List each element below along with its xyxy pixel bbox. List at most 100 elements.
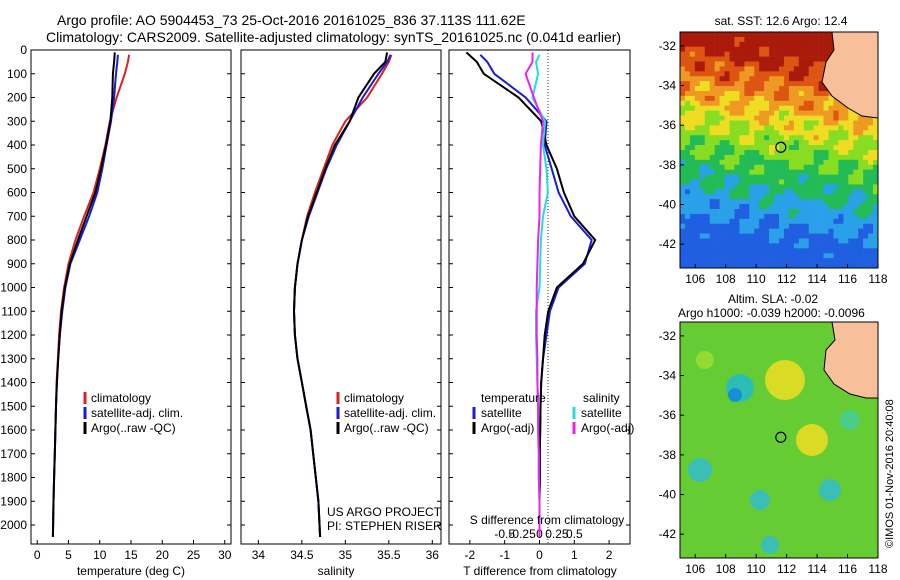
- sst-cell: [774, 204, 780, 210]
- sst-cell: [818, 243, 824, 249]
- sst-cell: [729, 100, 735, 107]
- sst-cell: [868, 263, 874, 268]
- sst-cell: [808, 243, 814, 249]
- sst-cell: [764, 46, 770, 52]
- sst-cell: [793, 120, 800, 126]
- sst-cell: [734, 115, 740, 121]
- sst-cell: [823, 32, 829, 38]
- sst-cell: [749, 223, 755, 229]
- sst-cell: [793, 253, 800, 259]
- sst-cell: [729, 169, 735, 175]
- sst-cell: [793, 184, 800, 190]
- sst-cell: [868, 154, 874, 161]
- sst-cell: [734, 71, 740, 77]
- sst-cell: [769, 159, 775, 166]
- sst-cell: [848, 145, 854, 151]
- sst-cell: [684, 204, 691, 210]
- sst-cell: [813, 76, 819, 82]
- sst-cell: [818, 145, 824, 151]
- sst-cell: [759, 150, 765, 156]
- sst-cell: [848, 179, 854, 185]
- sst-cell: [808, 61, 814, 67]
- x-tick-label: 1: [571, 548, 578, 562]
- sst-cell: [724, 71, 730, 77]
- sst-cell: [793, 100, 800, 107]
- sst-cell: [783, 199, 790, 205]
- sst-cell: [868, 218, 874, 225]
- sst-cell: [729, 51, 735, 57]
- sst-cell: [779, 258, 785, 264]
- sst-cell: [823, 91, 829, 97]
- sst-cell: [798, 223, 805, 229]
- sst-cell: [813, 154, 819, 161]
- sst-cell: [858, 223, 864, 229]
- sst-cell: [769, 140, 775, 146]
- sst-cell: [788, 76, 795, 82]
- sst-cell: [744, 56, 750, 62]
- sst-cell: [863, 223, 869, 229]
- sst-cell: [709, 100, 715, 107]
- temperature-legend: climatology satellite-adj. clim. Argo(..…: [83, 391, 183, 435]
- sst-cell: [729, 199, 735, 205]
- sst-cell: [714, 145, 720, 151]
- sst-cell: [823, 253, 829, 259]
- sst-cell: [783, 66, 790, 72]
- sst-cell: [739, 228, 745, 234]
- sst-cell: [798, 95, 805, 102]
- sst-cell: [788, 228, 795, 234]
- sst-cell: [744, 228, 750, 234]
- sst-cell: [709, 248, 715, 254]
- sst-cell: [699, 36, 706, 43]
- sst-cell: [788, 154, 795, 161]
- sst-cell: [699, 228, 706, 234]
- sst-cell: [774, 140, 780, 146]
- sst-cell: [808, 36, 814, 43]
- sst-cell: [769, 86, 775, 92]
- sst-cell: [729, 218, 735, 225]
- sst-cell: [873, 243, 878, 249]
- sst-cell: [684, 174, 691, 180]
- depth-tick-label: 800: [7, 233, 27, 247]
- sst-cell: [749, 36, 755, 43]
- sst-cell: [808, 140, 814, 146]
- sst-cell: [709, 46, 715, 52]
- sst-cell: [689, 46, 696, 52]
- sst-cell: [788, 36, 795, 43]
- sst-cell: [744, 41, 750, 48]
- lat-tick-label: -34: [659, 369, 677, 383]
- sst-cell: [788, 115, 795, 121]
- sst-cell: [689, 95, 696, 102]
- sst-cell: [719, 76, 725, 82]
- sst-cell: [729, 233, 735, 239]
- sst-cell: [709, 218, 715, 225]
- sst-cell: [759, 258, 765, 264]
- sst-cell: [863, 135, 869, 141]
- sst-cell: [798, 213, 805, 220]
- sst-cell: [863, 154, 869, 161]
- sst-cell: [818, 263, 824, 268]
- sst-cell: [729, 189, 735, 195]
- depth-tick-label: 900: [7, 257, 27, 271]
- sst-cell: [729, 71, 735, 77]
- sst-cell: [729, 209, 735, 215]
- sst-cell: [714, 86, 720, 92]
- sst-cell: [739, 164, 745, 170]
- sst-cell: [714, 228, 720, 234]
- sst-cell: [714, 154, 720, 161]
- sst-cell: [853, 110, 859, 116]
- sst-cell: [724, 233, 730, 239]
- sst-cell: [744, 76, 750, 82]
- sst-cell: [813, 199, 819, 205]
- sst-cell: [714, 46, 720, 52]
- sst-cell: [798, 169, 805, 175]
- sst-cell: [813, 169, 819, 175]
- sst-cell: [788, 56, 795, 62]
- sst-map-frame: [679, 31, 879, 269]
- sst-cell: [858, 125, 864, 131]
- sst-cell: [783, 174, 790, 180]
- sst-cell: [858, 115, 864, 121]
- sst-cell: [863, 199, 869, 205]
- sst-cell: [714, 199, 720, 205]
- sst-cell: [724, 91, 730, 97]
- sst-cell: [783, 258, 790, 264]
